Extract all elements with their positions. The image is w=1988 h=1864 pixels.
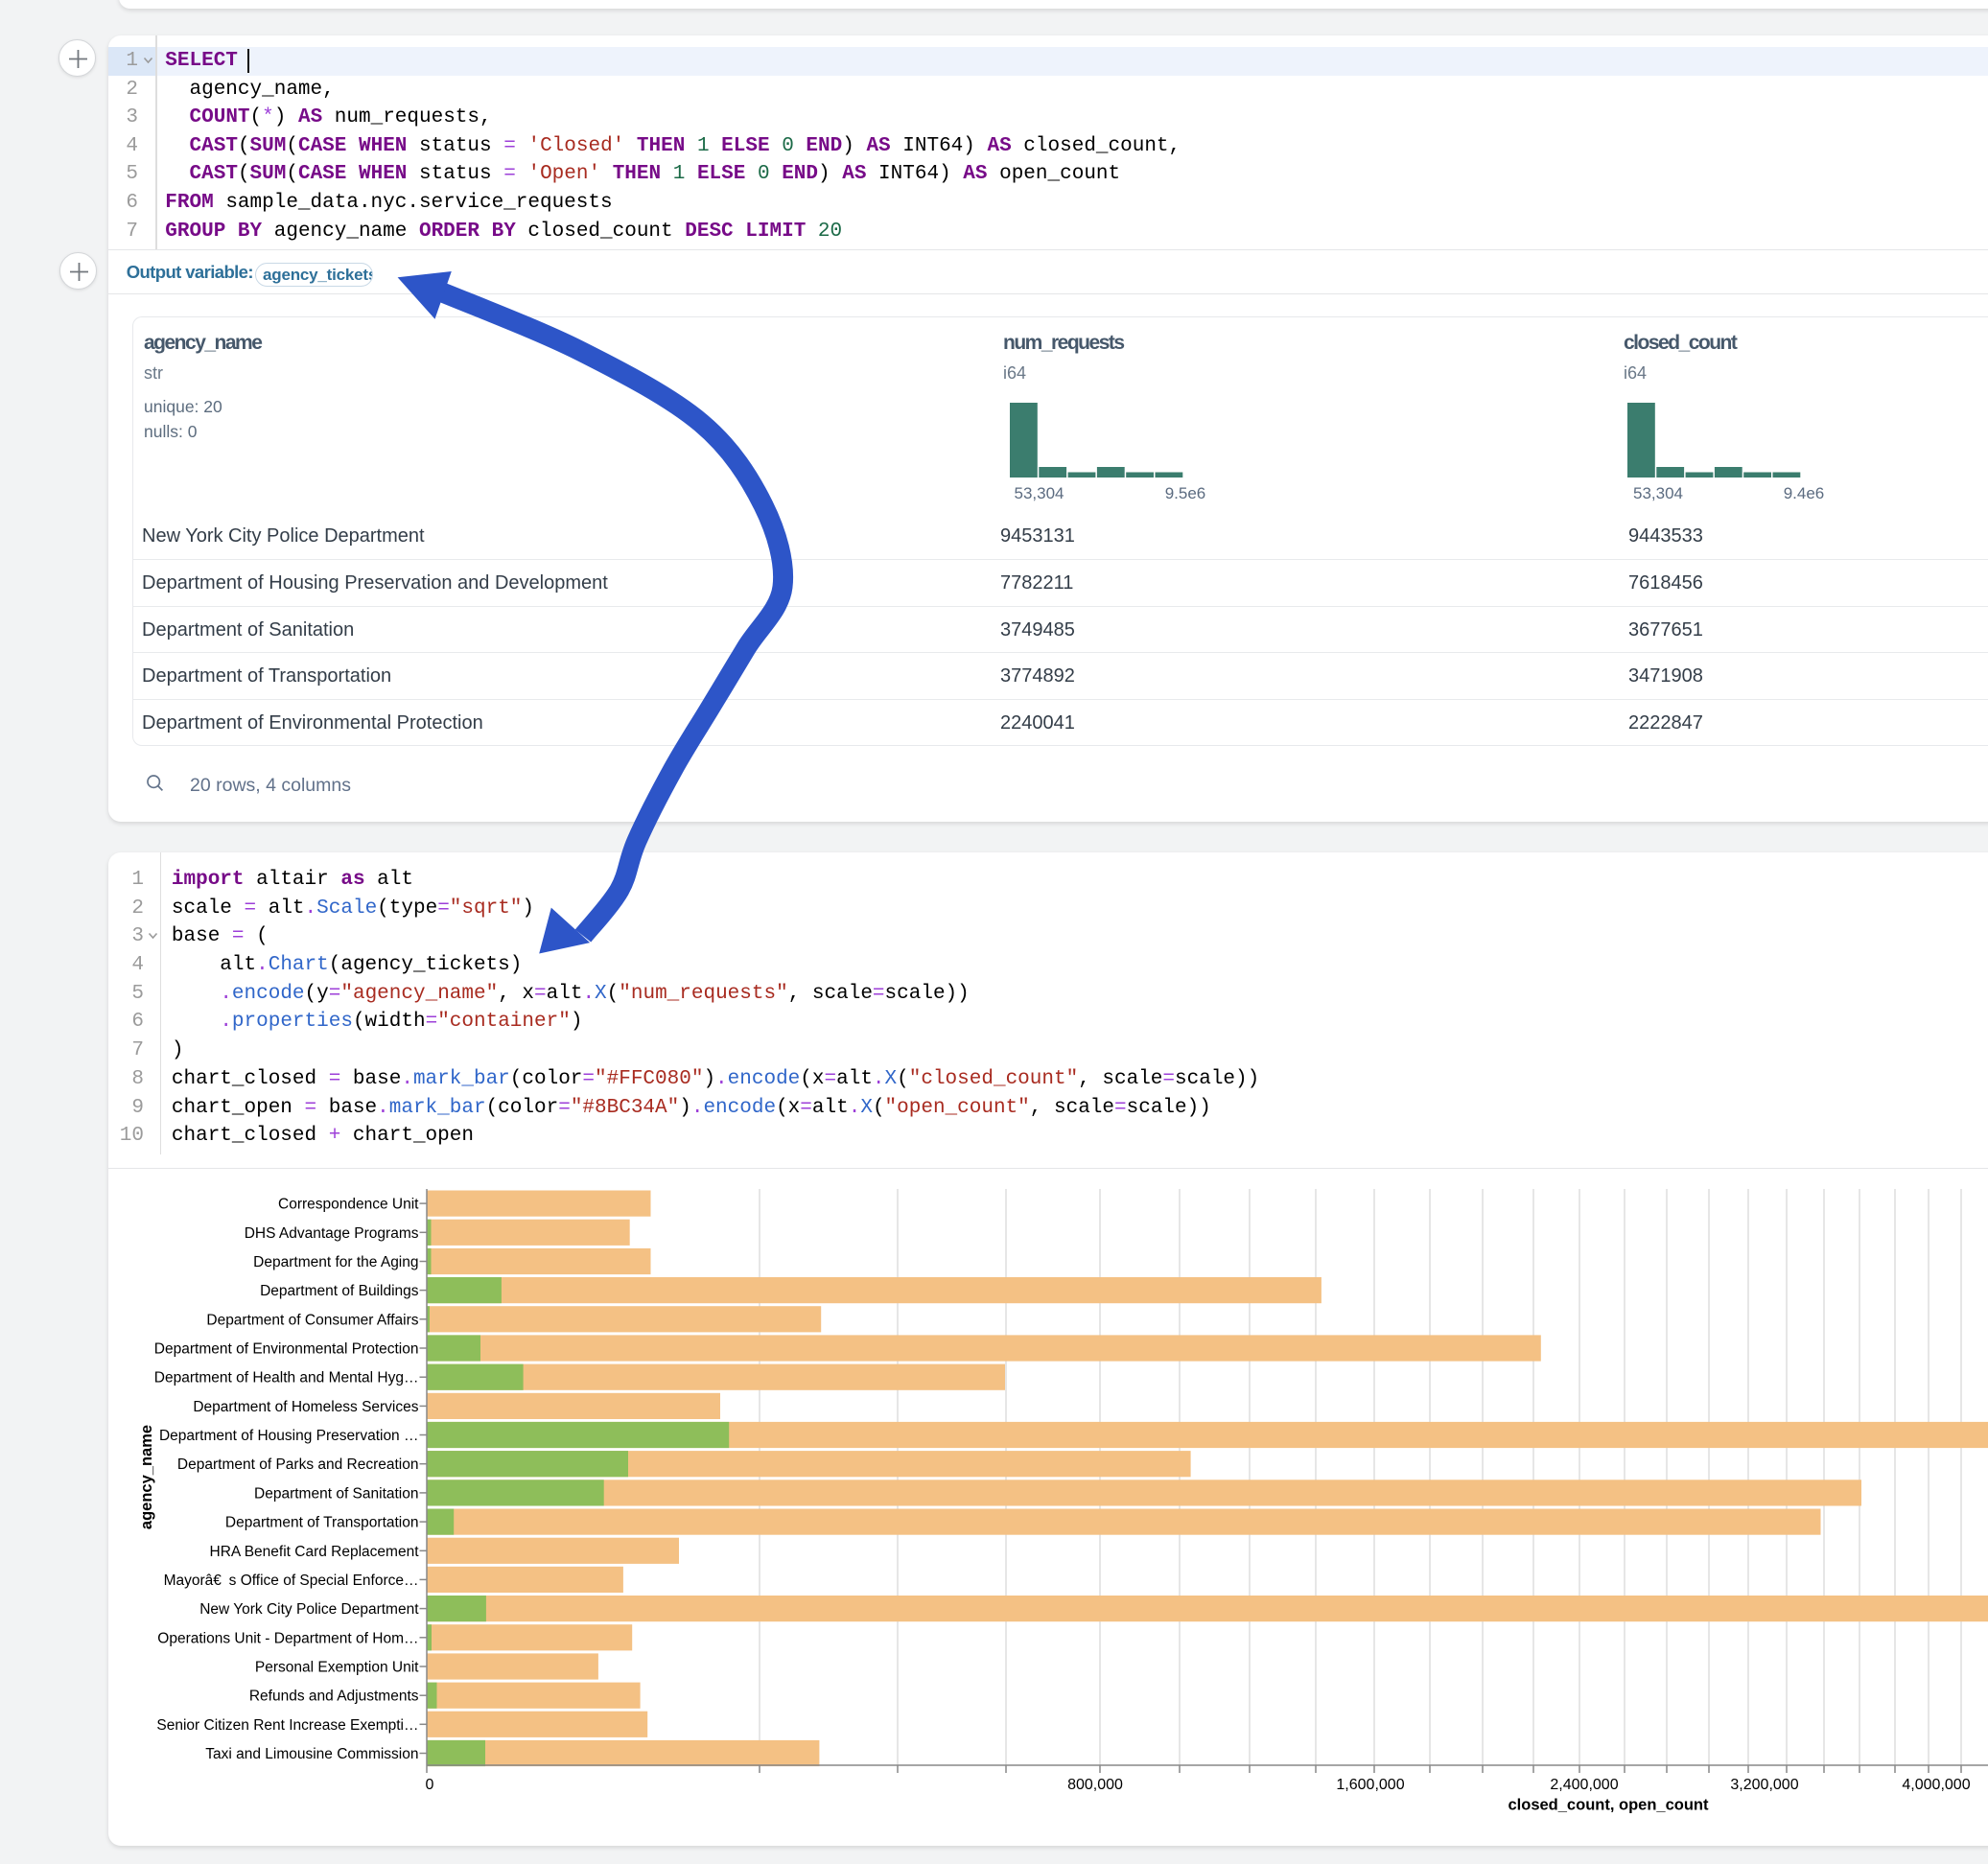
svg-text:closed_count, open_count: closed_count, open_count [1508, 1796, 1709, 1813]
svg-text:Department for the Aging: Department for the Aging [253, 1254, 418, 1270]
svg-text:Mayorâ€ s Office of Special En: Mayorâ€ s Office of Special Enforce… [164, 1573, 419, 1589]
svg-text:2,400,000: 2,400,000 [1550, 1777, 1618, 1793]
svg-text:0: 0 [426, 1777, 434, 1793]
svg-text:Senior Citizen Rent Increase E: Senior Citizen Rent Increase Exempti… [156, 1717, 418, 1734]
svg-text:Operations Unit - Department o: Operations Unit - Department of Hom… [157, 1630, 418, 1646]
svg-text:HRA Benefit Card Replacement: HRA Benefit Card Replacement [210, 1544, 420, 1560]
svg-text:New York City Police Departmen: New York City Police Department [199, 1601, 419, 1618]
svg-text:Refunds and Adjustments: Refunds and Adjustments [249, 1689, 419, 1705]
svg-text:4,000,000: 4,000,000 [1902, 1777, 1970, 1793]
svg-text:1,600,000: 1,600,000 [1336, 1777, 1404, 1793]
svg-text:Department of Transportation: Department of Transportation [225, 1515, 419, 1531]
svg-text:Department of Health and Menta: Department of Health and Mental Hyg… [154, 1370, 419, 1386]
svg-text:agency_name: agency_name [138, 1425, 155, 1529]
svg-text:3,200,000: 3,200,000 [1730, 1777, 1798, 1793]
svg-text:Department of Sanitation: Department of Sanitation [254, 1485, 418, 1502]
svg-text:Department of Housing Preserva: Department of Housing Preservation … [159, 1428, 419, 1444]
svg-text:Department of Environmental Pr: Department of Environmental Protection [154, 1340, 419, 1357]
svg-text:Department of Parks and Recrea: Department of Parks and Recreation [177, 1456, 419, 1473]
svg-text:Department of Buildings: Department of Buildings [260, 1283, 419, 1299]
svg-text:Department of Homeless Service: Department of Homeless Services [193, 1399, 418, 1415]
svg-text:Taxi and Limousine Commission: Taxi and Limousine Commission [205, 1746, 418, 1762]
svg-text:DHS Advantage Programs: DHS Advantage Programs [245, 1225, 419, 1242]
svg-text:Correspondence Unit: Correspondence Unit [278, 1197, 419, 1213]
svg-text:800,000: 800,000 [1067, 1777, 1123, 1793]
svg-text:Personal Exemption Unit: Personal Exemption Unit [255, 1659, 419, 1675]
svg-text:Department of Consumer Affairs: Department of Consumer Affairs [206, 1312, 418, 1328]
